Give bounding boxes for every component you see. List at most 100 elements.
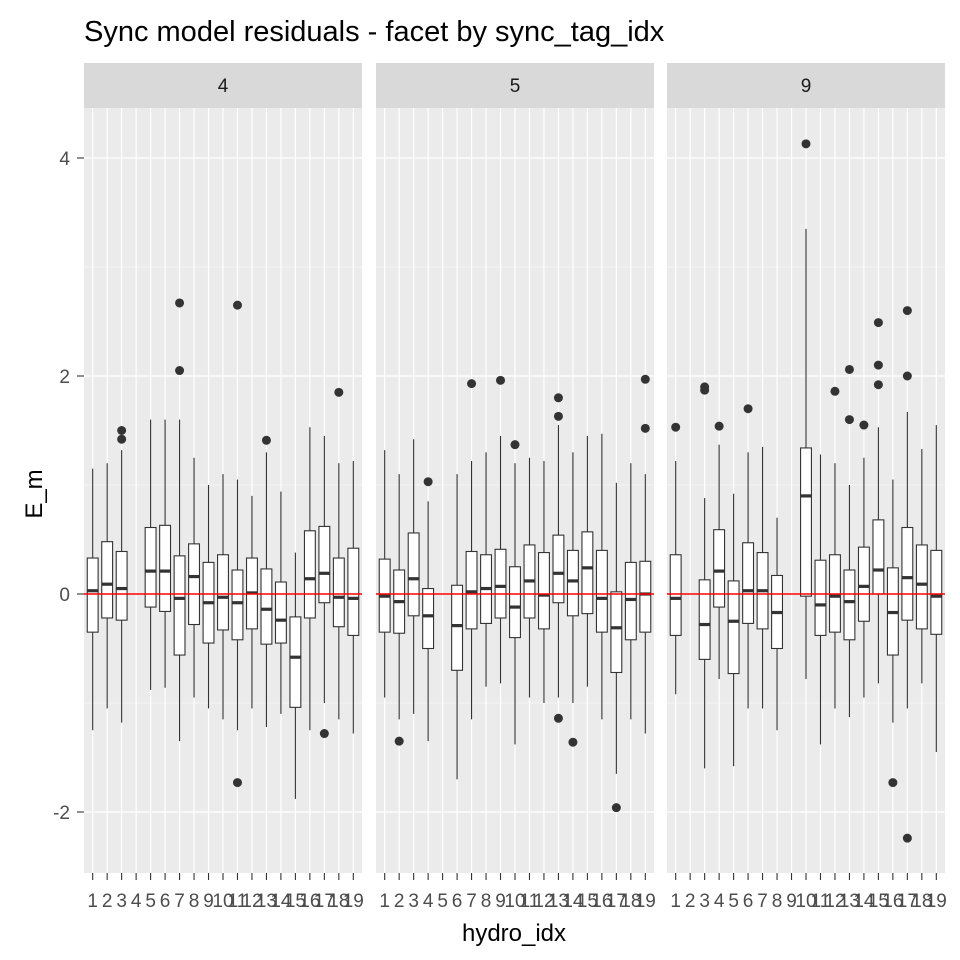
boxplot-15	[872, 318, 885, 684]
x-tick-label: 16	[591, 891, 612, 912]
facet-strip	[667, 63, 945, 108]
boxplot-16	[886, 479, 899, 788]
outlier-point	[334, 387, 344, 397]
boxplot-2	[393, 474, 406, 746]
boxplot-19	[639, 374, 652, 734]
x-axis-title: hydro_idx	[462, 920, 566, 947]
x-tick-label: 2	[685, 891, 696, 912]
x-tick-label: 10	[212, 891, 233, 912]
facet-strip-label: 9	[801, 76, 812, 97]
facet-strip	[376, 63, 654, 108]
box-iqr	[727, 580, 740, 675]
x-tick-label: 6	[160, 891, 171, 912]
boxplot-11	[523, 457, 536, 698]
outlier-point	[743, 404, 753, 414]
x-tick-label: 18	[911, 891, 932, 912]
box-iqr	[159, 524, 172, 612]
outlier-point	[394, 736, 404, 746]
outlier-point	[568, 737, 578, 747]
boxplot-10	[509, 440, 521, 745]
x-tick-label: 8	[189, 891, 200, 912]
outlier-point	[611, 803, 621, 813]
boxplot-1	[378, 450, 391, 698]
boxplot-1	[669, 422, 682, 695]
outlier-point	[844, 364, 854, 374]
box-iqr	[303, 530, 316, 619]
x-tick-label: 16	[882, 891, 903, 912]
boxplot-3	[407, 439, 420, 714]
outlier-point	[902, 306, 912, 316]
boxplot-9	[202, 485, 215, 709]
x-tick-label: 13	[548, 891, 569, 912]
boxplot-6	[451, 474, 464, 780]
boxplot-18	[624, 463, 637, 720]
x-tick-label: 15	[868, 891, 889, 912]
box-iqr	[347, 547, 360, 636]
x-tick-label: 14	[562, 891, 584, 912]
boxplot-11	[231, 300, 244, 788]
box-iqr	[624, 561, 637, 641]
boxplot-9	[494, 375, 507, 684]
box-iqr	[610, 591, 623, 674]
boxplot-5	[144, 419, 157, 690]
y-tick-label: -2	[53, 803, 70, 824]
x-tick-label: 2	[394, 891, 405, 912]
boxplot-13	[552, 393, 565, 723]
box-iqr	[86, 557, 99, 633]
outlier-point	[873, 318, 883, 328]
boxplot-14	[857, 420, 870, 698]
boxplot-13	[260, 435, 273, 727]
outlier-point	[700, 385, 710, 395]
x-tick-label: 14	[853, 891, 875, 912]
x-tick-label: 6	[452, 891, 463, 912]
outlier-point	[553, 393, 563, 403]
boxplot-16	[303, 427, 316, 731]
box-iqr	[509, 566, 521, 639]
facet-strip-label: 5	[510, 76, 521, 97]
outlier-point	[261, 435, 271, 445]
boxplot-6	[742, 404, 755, 709]
x-tick-label: 8	[772, 891, 783, 912]
outlier-point	[117, 426, 127, 435]
boxplot-13	[843, 364, 856, 718]
boxplot-11	[814, 454, 827, 745]
box-iqr	[465, 550, 478, 630]
outlier-point	[467, 379, 477, 389]
x-tick-label: 19	[343, 891, 364, 912]
outlier-point	[175, 366, 185, 376]
box-iqr	[669, 554, 682, 636]
box-iqr	[217, 554, 229, 631]
x-tick-label: 1	[87, 891, 98, 912]
outlier-point	[640, 374, 650, 384]
outlier-point	[671, 422, 681, 432]
boxplot-16	[595, 433, 608, 720]
boxplot-15	[289, 552, 302, 799]
boxplot-5	[727, 493, 740, 767]
chart-title: Sync model residuals - facet by sync_tag…	[84, 16, 665, 48]
x-tick-label: 3	[699, 891, 710, 912]
box-iqr	[144, 526, 157, 608]
boxplot-12	[537, 461, 550, 703]
box-iqr	[332, 557, 345, 628]
boxplot-17	[610, 482, 623, 813]
boxplot-2	[101, 463, 114, 709]
boxplot-15	[581, 435, 594, 687]
outlier-point	[423, 477, 433, 487]
box-iqr	[537, 552, 550, 630]
box-iqr	[581, 531, 594, 615]
boxplot-19	[347, 461, 360, 734]
boxplot-7	[465, 379, 478, 720]
box-iqr	[742, 542, 755, 624]
x-tick-label: 17	[897, 891, 918, 912]
boxplot-7	[173, 298, 186, 742]
x-tick-label: 12	[533, 891, 554, 912]
x-tick-label: 18	[620, 891, 641, 912]
box-iqr	[566, 549, 579, 617]
box-iqr	[915, 544, 928, 630]
box-iqr	[422, 587, 435, 650]
boxplot-3	[698, 382, 711, 769]
x-tick-label: 11	[228, 891, 248, 912]
outlier-point	[232, 778, 242, 788]
x-tick-label: 1	[379, 891, 390, 912]
boxplot-8	[480, 452, 493, 687]
